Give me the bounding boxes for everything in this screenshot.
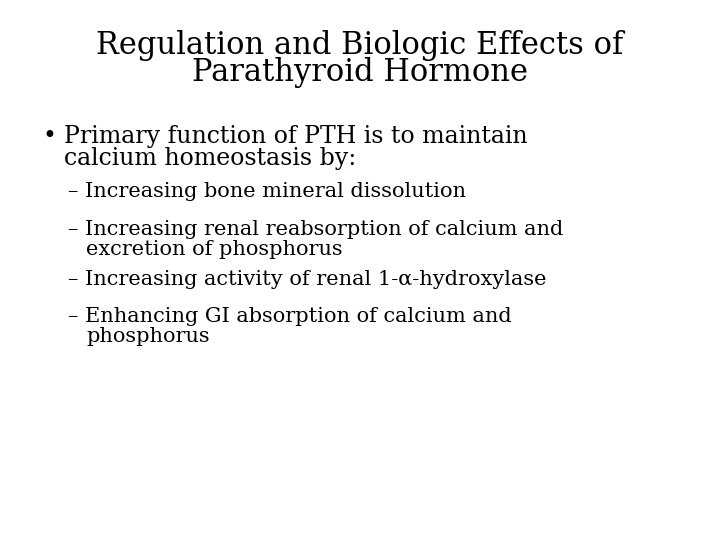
Text: Parathyroid Hormone: Parathyroid Hormone [192, 57, 528, 88]
Text: – Increasing activity of renal 1-α-hydroxylase: – Increasing activity of renal 1-α-hydro… [68, 270, 546, 289]
Text: phosphorus: phosphorus [86, 327, 210, 346]
Text: – Enhancing GI absorption of calcium and: – Enhancing GI absorption of calcium and [68, 307, 512, 326]
Text: Regulation and Biologic Effects of: Regulation and Biologic Effects of [96, 30, 624, 61]
Text: •: • [42, 125, 56, 148]
Text: Primary function of PTH is to maintain: Primary function of PTH is to maintain [64, 125, 528, 148]
Text: – Increasing bone mineral dissolution: – Increasing bone mineral dissolution [68, 182, 466, 201]
Text: – Increasing renal reabsorption of calcium and: – Increasing renal reabsorption of calci… [68, 220, 563, 239]
Text: excretion of phosphorus: excretion of phosphorus [86, 240, 343, 259]
Text: calcium homeostasis by:: calcium homeostasis by: [64, 147, 356, 170]
